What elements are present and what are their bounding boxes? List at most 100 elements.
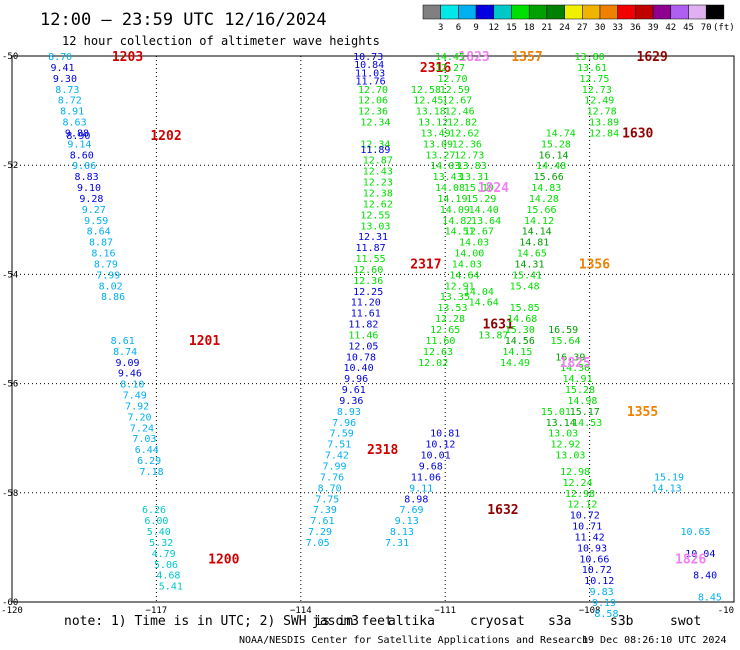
wave-height-point: 14.65: [517, 249, 547, 260]
legend-s3b: s3b: [610, 614, 634, 629]
wave-height-point: 9.46: [118, 369, 142, 380]
wave-height-point: 13.03: [555, 451, 585, 462]
wave-height-point: 10.66: [579, 554, 609, 565]
wave-height-point: 8.63: [63, 118, 87, 129]
wave-height-point: 13.35: [440, 292, 470, 303]
wave-height-point: 14.30: [560, 363, 590, 374]
wave-height-point: 14.51: [445, 227, 475, 238]
wave-height-point: 12.75: [579, 74, 609, 85]
x-tick-label: -10: [718, 606, 734, 616]
wave-height-point: 8.93: [337, 407, 361, 418]
pass-time-label: 2316: [420, 61, 451, 76]
wave-height-point: 9.14: [67, 139, 91, 150]
wave-height-point: 15.29: [466, 194, 496, 205]
colorbar: 3 6 9 12 15 18 21 24 27 30 33 36 39 42 45 70: [422, 4, 725, 33]
wave-height-point: 12.55: [360, 210, 390, 221]
wave-height-point: 7.42: [325, 451, 349, 462]
wave-height-point: 12.05: [348, 341, 378, 352]
wave-height-point: 14.64: [469, 298, 499, 309]
wave-height-point: 12.36: [358, 107, 388, 118]
wave-height-point: 8.79: [94, 259, 118, 270]
grid: [12, 56, 734, 602]
colorbar-label: 39: [648, 23, 659, 33]
chart-subtitle: 12 hour collection of altimeter wave hei…: [62, 34, 380, 48]
colorbar-label: 18: [524, 23, 535, 33]
wave-height-point: 11.55: [356, 254, 386, 265]
wave-height-point: 14.19: [437, 194, 467, 205]
wave-height-point: 15.28: [565, 385, 595, 396]
wave-height-point: 12.27: [435, 63, 465, 74]
legend-jason3: jason3: [312, 614, 359, 629]
wave-height-point: 13.31: [459, 172, 489, 183]
wave-height-point: 14.03: [430, 161, 460, 172]
wave-height-point: 8.98: [404, 494, 428, 505]
wave-height-point: 10.01: [421, 451, 451, 462]
wave-height-point: 14.31: [514, 259, 544, 270]
wave-height-point: 6.44: [135, 445, 159, 456]
wave-height-point: 10.93: [577, 543, 607, 554]
wave-height-point: 14.28: [529, 194, 559, 205]
wave-height-point: 6.00: [144, 516, 168, 527]
wave-height-point: 8.64: [87, 227, 111, 238]
wave-height-point: 8.45: [698, 593, 722, 604]
wave-height-point: 10.04: [685, 549, 715, 560]
pass-time-label: 1200: [208, 552, 239, 567]
wave-height-point: 7.61: [310, 516, 334, 527]
wave-height-point: 12.62: [363, 199, 393, 210]
wave-height-point: 7.76: [320, 472, 344, 483]
wave-height-point: 15.30: [505, 325, 535, 336]
wave-height-point: 8.10: [120, 380, 144, 391]
wave-height-point: 13.61: [577, 63, 607, 74]
wave-height-point: 12.23: [363, 178, 393, 189]
wave-height-point: 14.12: [524, 216, 554, 227]
colorbar-swatch: [688, 4, 707, 20]
wave-height-point: 13.09: [423, 139, 453, 150]
wave-height-point: 10.72: [582, 565, 612, 576]
axis-ticks: −117 −114 −111 −108 -120 -10 -50 -52 -54 -56 -58 -6…: [1, 52, 734, 616]
wave-height-point: 15.28: [541, 139, 571, 150]
wave-height-point: 10.71: [572, 522, 602, 533]
wave-height-point: 9.83: [590, 587, 614, 598]
colorbar-label: 33: [612, 23, 623, 33]
wave-height-point: 7.20: [128, 412, 152, 423]
colorbar-swatch: [564, 4, 583, 20]
chart-title: 12:00 – 23:59 UTC 12/16/2024: [40, 10, 327, 30]
wave-height-point: 11.42: [575, 532, 605, 543]
wave-height-point: 8.16: [91, 249, 115, 260]
pass-time-label: 1631: [482, 318, 513, 333]
wave-height-point: 9.41: [50, 63, 74, 74]
wave-height-point: 10.78: [346, 352, 376, 363]
wave-height-point: 13.03: [548, 429, 578, 440]
wave-height-point: 7.69: [399, 505, 423, 516]
wave-height-point: 13.80: [575, 52, 605, 63]
wave-height-point: 12.82: [447, 118, 477, 129]
wave-height-point: 13.89: [589, 118, 619, 129]
wave-height-point: 7.24: [130, 423, 154, 434]
wave-height-point: 5.40: [147, 527, 171, 538]
wave-height-point: 10.73: [353, 52, 383, 63]
wave-height-point: 16.59: [548, 325, 578, 336]
wave-height-point: 9.10: [77, 183, 101, 194]
colorbar-swatch: [546, 4, 565, 20]
wave-height-point: 8.02: [99, 281, 123, 292]
wave-height-point: 12.49: [584, 96, 614, 107]
wave-height-point: 8.58: [594, 609, 618, 620]
plot-frame: [11, 55, 735, 603]
wave-height-point: 13.49: [421, 128, 451, 139]
wave-height-point: 14.74: [546, 128, 576, 139]
wave-height-point: 8.74: [113, 347, 137, 358]
wave-height-point: 16.14: [538, 150, 568, 161]
wave-height-point: 8.91: [60, 107, 84, 118]
wave-height-point: 15.01: [541, 407, 571, 418]
wave-height-point: 14.13: [652, 483, 682, 494]
wave-height-point: 12.98: [565, 489, 595, 500]
wave-height-point: 11.06: [411, 472, 441, 483]
pass-time-label: 1355: [627, 405, 658, 420]
colorbar-swatch: [440, 4, 459, 20]
wave-height-point: 7.03: [132, 434, 156, 445]
wave-height-point: 12.70: [358, 85, 388, 96]
colorbar-swatch: [599, 4, 618, 20]
wave-height-point: 7.75: [315, 494, 339, 505]
wave-height-point: 12.12: [567, 500, 597, 511]
wave-height-point: 9.61: [342, 385, 366, 396]
